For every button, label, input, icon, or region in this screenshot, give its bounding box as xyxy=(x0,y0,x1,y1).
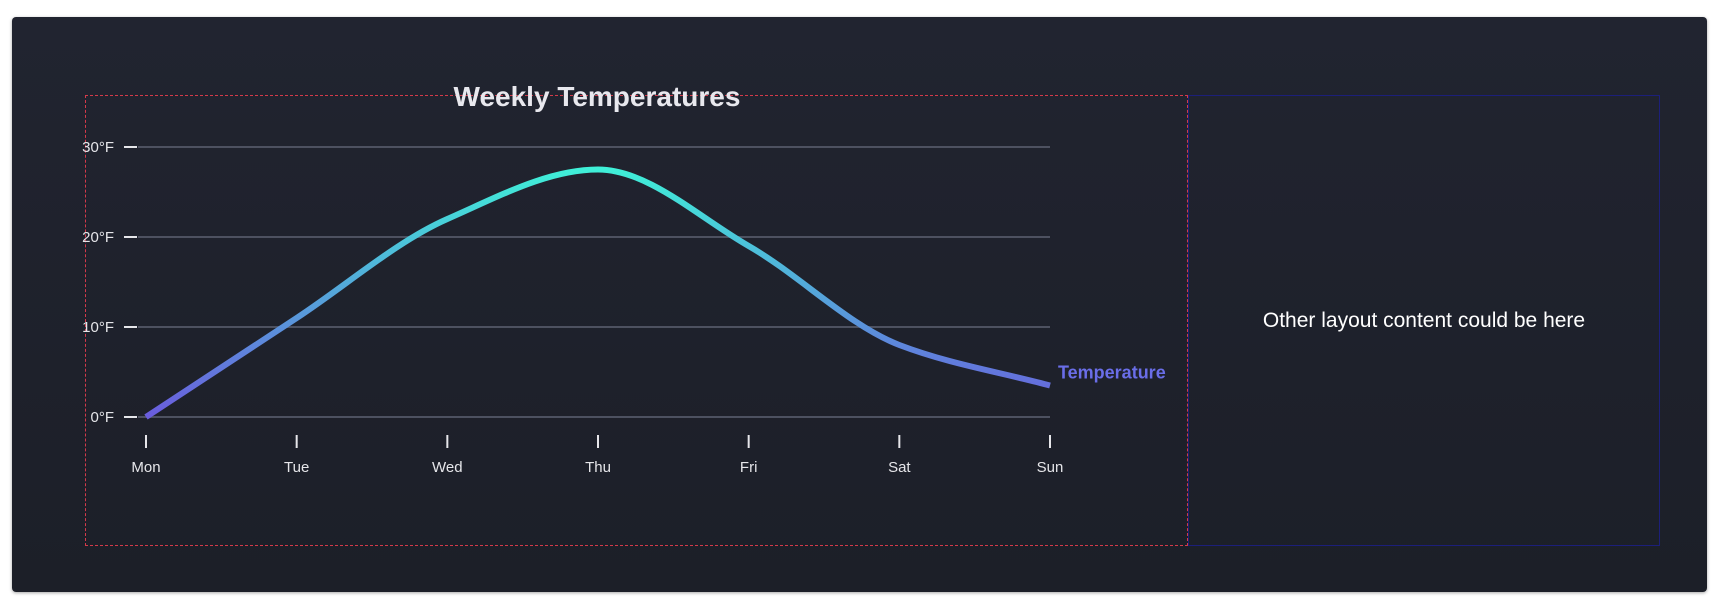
series-group: Temperature xyxy=(144,166,1166,420)
side-panel-text: Other layout content could be here xyxy=(1262,308,1586,332)
y-tick-label: 20°F xyxy=(82,229,114,246)
y-tick-label: 0°F xyxy=(90,409,114,426)
y-axis: 0°F 10°F 20°F 30°F xyxy=(82,139,137,426)
side-panel: Other layout content could be here xyxy=(1188,95,1660,546)
x-tick-label: Wed xyxy=(432,459,463,476)
y-tick-label: 10°F xyxy=(82,319,114,336)
x-tick-label: Mon xyxy=(131,459,160,476)
card: Other layout content could be here xyxy=(12,17,1707,592)
y-tick-label: 30°F xyxy=(82,139,114,156)
grid-lines xyxy=(138,146,1050,418)
chart-title: Weekly Temperatures xyxy=(454,81,741,112)
x-tick-label: Fri xyxy=(740,459,758,476)
chart-panel xyxy=(85,95,1188,546)
x-tick-label: Sat xyxy=(888,459,911,476)
x-tick-label: Thu xyxy=(585,459,611,476)
temperature-line xyxy=(144,166,1051,420)
x-axis: Mon Tue Wed Thu Fri Sat Sun xyxy=(131,435,1063,476)
x-tick-label: Sun xyxy=(1037,459,1064,476)
series-label: Temperature xyxy=(1058,363,1166,383)
x-tick-label: Tue xyxy=(284,459,309,476)
